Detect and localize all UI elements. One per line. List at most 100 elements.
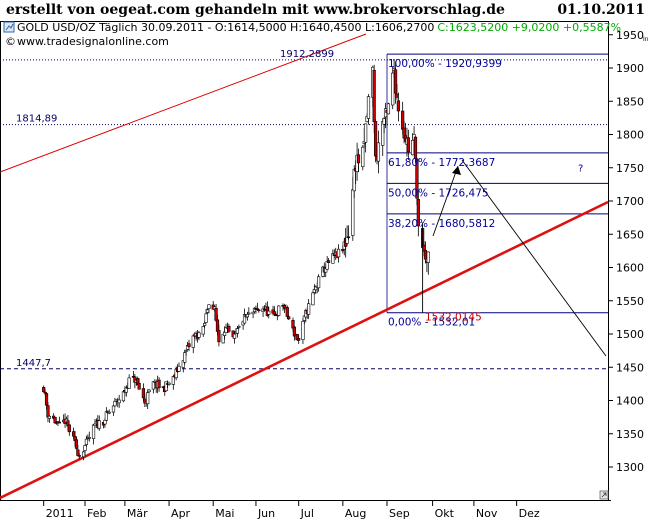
candle-body	[171, 376, 175, 385]
candle-body	[285, 307, 289, 317]
candle-body	[361, 146, 365, 168]
y-tick-label: 1450	[616, 361, 644, 374]
candle-body	[237, 325, 241, 328]
candle-body	[257, 309, 261, 312]
candle-body	[215, 319, 220, 332]
fib-label: 100,00% - 1920,9399	[388, 58, 502, 70]
candle-body	[396, 100, 400, 112]
candle-body	[214, 307, 218, 321]
x-tick-label: Aug	[345, 507, 366, 520]
candle-body	[42, 387, 46, 393]
candle-body	[382, 118, 386, 125]
candle-body	[47, 415, 51, 419]
x-tick-label: Apr	[171, 507, 191, 520]
candle-body	[167, 382, 171, 385]
candle-body	[84, 438, 89, 445]
candle-body	[415, 158, 419, 199]
expand-icon[interactable]	[599, 490, 609, 500]
x-tick-label: Sep	[389, 507, 410, 520]
candle-body	[297, 338, 301, 341]
y-tick-label: 1550	[616, 295, 644, 308]
y-tick-label: 1850	[616, 95, 644, 108]
candle-body	[352, 168, 356, 192]
low-label: 1532,0145	[425, 312, 482, 324]
candle-body	[372, 69, 376, 123]
support-trend-line	[0, 200, 609, 500]
candle-body	[151, 381, 155, 390]
candle-body	[346, 236, 351, 239]
candle-body	[401, 110, 405, 130]
plot-frame	[0, 21, 609, 501]
y-tick-label: 1300	[616, 461, 644, 474]
candle-body	[97, 420, 101, 429]
x-tick-label: Jun	[257, 507, 275, 520]
candle-body	[426, 251, 430, 263]
candle-body	[127, 377, 131, 389]
candle-body	[197, 332, 201, 338]
candle-body	[74, 439, 79, 449]
candle-body	[262, 309, 267, 311]
candle-body	[317, 276, 321, 289]
candle-body	[301, 321, 305, 340]
y-tick-label: 1700	[616, 195, 644, 208]
small-label: In	[643, 36, 649, 43]
instrument-icon	[3, 21, 15, 33]
candle-body	[147, 389, 151, 393]
candle-body	[137, 382, 141, 390]
candle-body	[235, 328, 240, 334]
candle-body	[157, 379, 161, 389]
candle-body	[292, 326, 297, 337]
candle-body	[146, 392, 150, 405]
y-tick-label: 1350	[616, 428, 644, 441]
x-tick-label: Dez	[519, 507, 540, 520]
candle-body	[391, 72, 395, 106]
header-title: erstellt von oegeat.com gehandeln mit ww…	[6, 2, 505, 18]
candle-body	[205, 309, 210, 313]
level-label: 1447,7	[16, 358, 51, 369]
projection-line	[461, 159, 607, 357]
candle-body	[251, 311, 255, 315]
candle-body	[203, 322, 207, 326]
candle-body	[416, 199, 420, 227]
candle-body	[77, 455, 81, 457]
candle-body	[341, 249, 345, 252]
candle-body	[356, 154, 361, 164]
y-tick-label: 1400	[616, 395, 644, 408]
fib-label: 61,80% - 1772,3687	[388, 157, 495, 169]
candle-body	[423, 249, 428, 260]
candle-body	[153, 381, 157, 383]
candle-body	[43, 391, 47, 394]
candle-body	[376, 142, 381, 162]
candle-body	[311, 292, 315, 306]
candle-body	[103, 419, 107, 425]
x-tick-label: Nov	[476, 507, 498, 520]
level-label: 1912,2899	[280, 49, 334, 60]
candle-body	[336, 248, 341, 258]
candle-body	[217, 330, 221, 343]
y-tick-label: 1800	[616, 129, 644, 142]
x-tick-label: 2011	[46, 507, 74, 520]
candle-body	[183, 352, 187, 363]
candle-body	[326, 260, 331, 263]
candle-body	[307, 303, 311, 315]
x-tick-label: Feb	[87, 507, 106, 520]
x-tick-label: Mai	[215, 507, 234, 520]
candle-body	[232, 333, 237, 339]
candle-body	[364, 123, 368, 143]
y-tick-label: 1750	[616, 162, 644, 175]
fib-label: 50,00% - 1726,475	[388, 187, 489, 199]
candle-body	[187, 343, 191, 347]
candle-body	[247, 312, 251, 315]
level-label: 1814,89	[16, 114, 57, 125]
candle-body	[91, 424, 96, 439]
y-tick-label: 1900	[616, 62, 644, 75]
candle-body	[76, 449, 80, 456]
fib-label: 38,20% - 1680,5812	[388, 218, 495, 230]
projection-arrow	[432, 165, 459, 237]
x-tick-label: Mär	[127, 507, 148, 520]
y-tick-label: 1500	[616, 328, 644, 341]
candle-body	[111, 405, 116, 413]
candle-body	[57, 421, 61, 424]
candle-body	[72, 431, 76, 437]
